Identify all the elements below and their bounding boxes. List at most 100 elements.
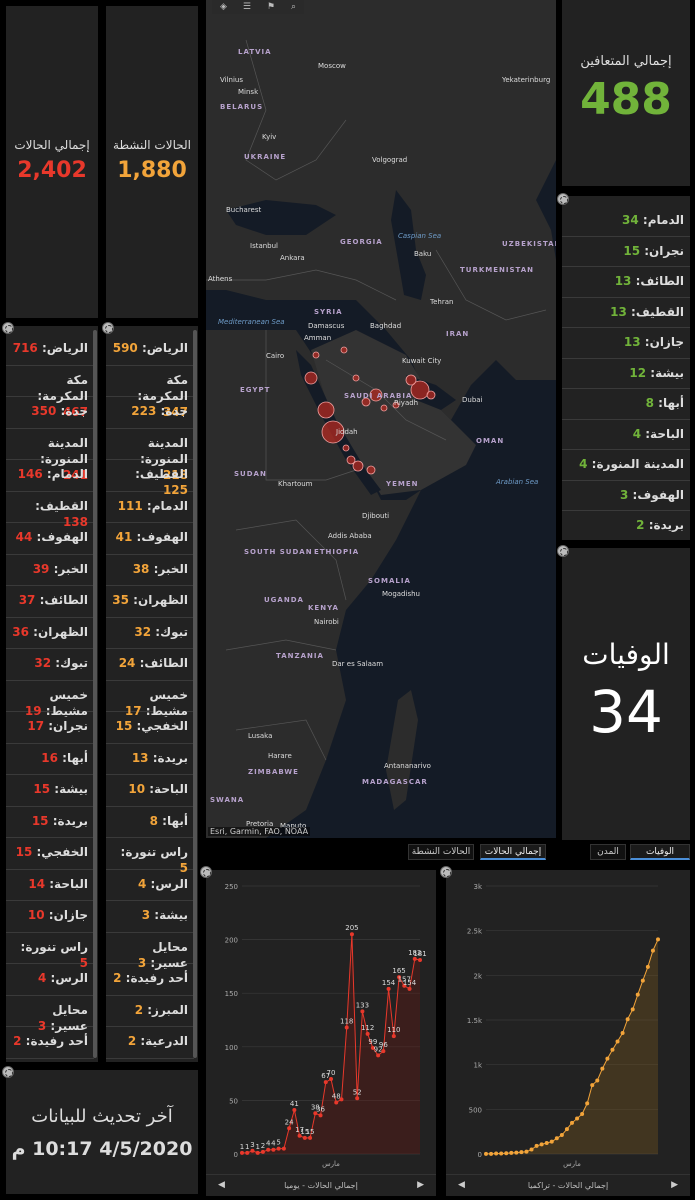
list-item[interactable]: المبرز: 2 — [106, 996, 194, 1027]
list-item[interactable]: بيشة: 3 — [106, 901, 194, 933]
data-label: 41 — [290, 1100, 299, 1108]
list-item[interactable]: نجران: 15 — [562, 237, 690, 267]
chevron-right-icon[interactable]: ▶ — [671, 1180, 678, 1190]
expand-icon[interactable] — [557, 193, 569, 205]
map-attribution: Esri, Garmin, FAO, NOAA — [208, 827, 311, 836]
tab-active-cases[interactable]: الحالات النشطة — [408, 844, 474, 860]
list-item[interactable]: جازان: 10 — [6, 901, 94, 933]
list-item[interactable]: الباحة: 4 — [562, 420, 690, 450]
list-item[interactable]: أحد رفيدة: 2 — [6, 1027, 94, 1059]
list-item[interactable]: الدمام: 146 — [6, 460, 94, 492]
scrollbar[interactable] — [93, 330, 97, 1058]
list-item[interactable]: الرس: 4 — [106, 870, 194, 901]
map-label-somalia: SOMALIA — [368, 577, 411, 585]
city-name: الطائف: — [135, 656, 188, 670]
list-item[interactable]: المدينة المنورة: 4 — [562, 450, 690, 481]
list-item[interactable]: جدة: 223 — [106, 397, 194, 429]
list-item[interactable]: الدمام: 111 — [106, 492, 194, 523]
list-item[interactable]: خميس مشيط: 19 — [6, 681, 94, 718]
list-item[interactable]: الطائف: 13 — [562, 267, 690, 298]
list-item[interactable]: الخفجي: 15 — [6, 838, 94, 870]
list-item[interactable]: مكة المكرمة: 467 — [6, 366, 94, 419]
map-view[interactable]: LATVIA Moscow Yekaterinburg Vilnius Minsk BEL… — [206, 0, 556, 838]
list-item[interactable]: المدينة المنورة: 218 — [106, 429, 194, 482]
scrollbar[interactable] — [193, 330, 197, 1058]
list-item[interactable]: الهفوف: 44 — [6, 523, 94, 555]
list-item[interactable]: الدمام: 34 — [562, 206, 690, 237]
list-item[interactable]: بريدة: 2 — [562, 511, 690, 540]
list-item[interactable]: الهفوف: 41 — [106, 523, 194, 555]
list-item[interactable]: أبها: 8 — [106, 807, 194, 838]
list-item[interactable]: أبها: 8 — [562, 389, 690, 420]
expand-icon[interactable] — [102, 322, 114, 334]
expand-icon[interactable] — [2, 1066, 14, 1078]
list-item[interactable]: القطيف: 13 — [562, 298, 690, 328]
list-item[interactable]: نجران: 17 — [6, 712, 94, 744]
data-point — [514, 1150, 519, 1155]
list-item[interactable]: بيشة: 15 — [6, 775, 94, 807]
list-item[interactable]: تبوك: 32 — [106, 618, 194, 649]
total-cases-city-list[interactable]: الرياض: 716 مكة المكرمة: 467 جدة: 350 المدي… — [6, 326, 98, 1062]
list-item[interactable]: الطائف: 37 — [6, 586, 94, 618]
expand-icon[interactable] — [200, 866, 212, 878]
list-item[interactable]: الظهران: 35 — [106, 586, 194, 618]
data-label: 133 — [356, 1001, 369, 1009]
list-item[interactable]: الخبر: 38 — [106, 555, 194, 586]
list-item[interactable]: بيشة: 12 — [562, 359, 690, 389]
list-item[interactable]: أبها: 16 — [6, 744, 94, 775]
list-item[interactable]: بريدة: 13 — [106, 744, 194, 775]
active-cases-city-list[interactable]: الرياض: 590 مكة المكرمة: 347 جدة: 223 المدي… — [106, 326, 198, 1062]
search-icon[interactable]: ⌕ — [290, 2, 297, 12]
data-label: 181 — [413, 950, 426, 958]
list-item[interactable]: المدينة المنورة: 241 — [6, 429, 94, 482]
data-label: 165 — [392, 967, 405, 975]
chevron-left-icon[interactable]: ◀ — [218, 1180, 225, 1190]
tab-cities[interactable]: المدن — [590, 844, 626, 860]
list-item[interactable]: الخبر: 39 — [6, 555, 94, 586]
list-item[interactable]: تبوك: 32 — [6, 649, 94, 681]
list-item[interactable]: جدة: 350 — [6, 397, 94, 429]
list-item[interactable]: الرس: 4 — [6, 964, 94, 996]
list-item[interactable]: راس تنورة: 5 — [6, 933, 94, 970]
recovered-city-list[interactable]: الدمام: 34 نجران: 15 الطائف: 13 القطيف: 13 ج… — [562, 196, 690, 540]
data-label: 205 — [345, 924, 358, 932]
list-item[interactable]: مكة المكرمة: 347 — [106, 366, 194, 419]
list-item[interactable]: بريدة: 15 — [6, 807, 94, 838]
city-value: 13 — [131, 750, 149, 765]
list-item[interactable]: جازان: 13 — [562, 328, 690, 359]
series-area — [486, 939, 658, 1154]
list-item[interactable]: الرياض: 590 — [106, 334, 194, 366]
tab-deaths[interactable]: الوفيات — [630, 844, 690, 860]
map-label-mediterranean: Mediterranean Sea — [218, 318, 285, 326]
bookmark-icon[interactable]: ⚑ — [266, 2, 275, 12]
expand-icon[interactable] — [440, 866, 452, 878]
list-item[interactable]: الهفوف: 3 — [562, 481, 690, 511]
list-item[interactable]: القطيف: 125 — [106, 460, 194, 497]
list-item[interactable]: الرياض: 716 — [6, 334, 94, 366]
data-point — [484, 1151, 488, 1156]
list-item[interactable]: الباحة: 14 — [6, 870, 94, 901]
data-label: 118 — [340, 1018, 353, 1026]
list-item[interactable]: خميس مشيط: 17 — [106, 681, 194, 718]
list-item[interactable]: القطيف: 138 — [6, 492, 94, 529]
list-item[interactable]: محايل عسير: 3 — [6, 996, 94, 1033]
list-item[interactable]: راس تنورة: 5 — [106, 838, 194, 875]
tab-total-cases[interactable]: إجمالي الحالات — [480, 844, 546, 860]
list-item[interactable]: محايل عسير: 3 — [106, 933, 194, 970]
list-item[interactable]: الظهران: 36 — [6, 618, 94, 649]
city-value: 2 — [113, 971, 122, 985]
list-item[interactable]: الدرعية: 2 — [106, 1027, 194, 1059]
map-label-ankara: Ankara — [280, 254, 305, 262]
list-item[interactable]: الطائف: 24 — [106, 649, 194, 681]
expand-icon[interactable] — [2, 322, 14, 334]
layers-icon[interactable]: ◈ — [219, 2, 227, 12]
chevron-left-icon[interactable]: ◀ — [458, 1180, 465, 1190]
legend-icon[interactable]: ☰ — [242, 2, 251, 12]
chevron-right-icon[interactable]: ▶ — [417, 1180, 424, 1190]
list-item[interactable]: الباحة: 10 — [106, 775, 194, 807]
expand-icon[interactable] — [557, 545, 569, 557]
list-item[interactable]: أحد رفيدة: 2 — [106, 964, 194, 996]
city-value: 13 — [623, 335, 641, 349]
map-canvas[interactable] — [206, 0, 556, 838]
list-item[interactable]: الخفجي: 15 — [106, 712, 194, 744]
